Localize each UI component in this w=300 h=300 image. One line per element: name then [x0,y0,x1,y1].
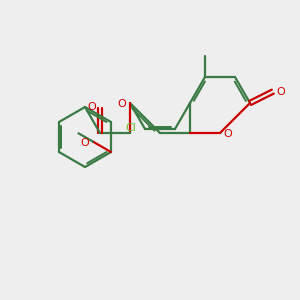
Text: Cl: Cl [126,123,136,133]
Text: O: O [80,137,89,148]
Text: O: O [276,87,285,97]
Text: O: O [88,101,96,112]
Text: O: O [118,99,126,109]
Text: O: O [224,129,232,139]
